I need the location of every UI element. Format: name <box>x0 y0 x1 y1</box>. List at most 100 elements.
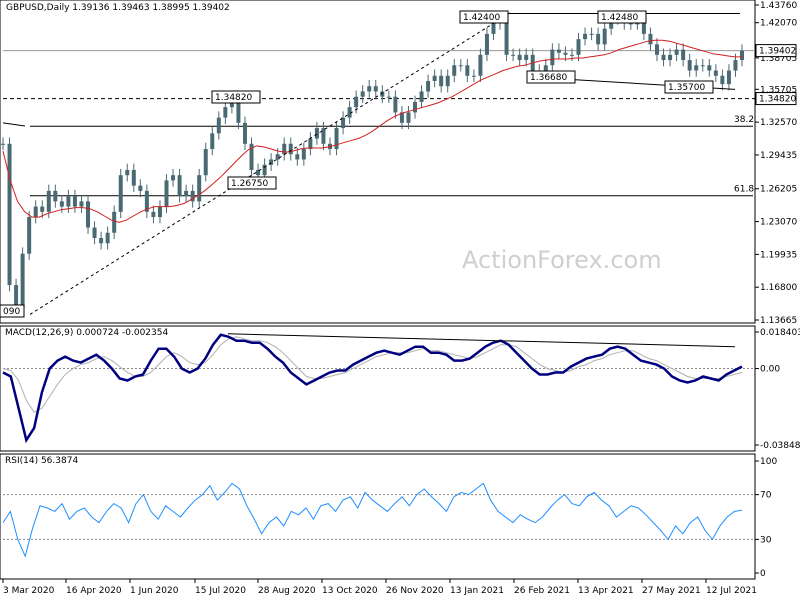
candle-body <box>308 138 313 150</box>
candle-body <box>602 28 607 45</box>
macd-panel-frame <box>0 325 756 452</box>
x-tick-label: 26 Feb 2021 <box>514 586 570 596</box>
price-tick-label: 1.32570 <box>760 118 797 128</box>
grid-layer <box>3 50 755 540</box>
candle-body <box>79 201 84 207</box>
level-label-box <box>755 92 797 106</box>
candle-body <box>563 52 568 55</box>
candle-body <box>726 70 731 85</box>
price-tick-label: 1.38705 <box>760 54 797 64</box>
candle-body <box>66 196 71 207</box>
candle-body <box>282 143 287 155</box>
candle-body <box>687 60 692 71</box>
candle-body <box>399 112 404 123</box>
candle-body <box>190 190 195 202</box>
rsi-panel-frame <box>0 453 756 580</box>
x-tick-label: 13 Oct 2020 <box>322 586 378 596</box>
candle-body <box>59 201 64 207</box>
candle-body <box>197 175 202 202</box>
macd-title: MACD(12,26,9) 0.000724 -0.002354 <box>5 328 168 338</box>
candle-body <box>413 101 418 113</box>
annotation-label: 1.42480 <box>601 13 638 23</box>
candle-body <box>569 54 574 56</box>
rising-channel-line <box>29 12 511 315</box>
x-tick-label: 16 Apr 2020 <box>66 586 122 596</box>
candle-body <box>118 175 123 212</box>
rsi-tick-label: 0 <box>760 569 766 579</box>
price-tick-label: 1.13665 <box>760 316 797 326</box>
candle-body <box>484 33 489 55</box>
candle-body <box>262 164 267 176</box>
candle-body <box>33 206 38 218</box>
watermark: ActionForex.com <box>462 246 662 274</box>
rsi-title: RSI(14) 56.3874 <box>5 456 78 466</box>
candle-body <box>550 49 555 66</box>
x-tick-label: 15 Jul 2020 <box>195 586 246 596</box>
candle-body <box>367 86 372 92</box>
candle-body <box>661 54 666 61</box>
annotation-label: 1.26750 <box>231 179 268 189</box>
macd-trendline <box>227 333 736 348</box>
level-label: 1.34820 <box>759 95 796 105</box>
macd-tick-label: -0.038483 <box>760 441 800 451</box>
candle-body <box>46 190 51 212</box>
x-tick-label: 12 Jul 2021 <box>706 586 757 596</box>
candle-body <box>576 39 581 55</box>
annotation-layer: 38.2 61.8 1.42400 1.42480 1.34820 1.36680 1.35… <box>0 10 754 348</box>
candle-body <box>707 65 712 71</box>
annotation-label: 1.36680 <box>530 73 567 83</box>
candle-body <box>131 169 136 186</box>
candle-body <box>20 253 25 309</box>
x-tick-label: 26 Nov 2020 <box>386 586 444 596</box>
rsi-line <box>2 482 743 558</box>
candle-body <box>596 33 601 45</box>
candle-body <box>445 75 450 87</box>
price-tick-label: 1.43760 <box>760 1 797 11</box>
candle-body <box>458 65 463 67</box>
price-tick-label: 1.23070 <box>760 218 797 228</box>
fib-label: 38.2 <box>734 115 754 125</box>
candle-body <box>478 54 483 76</box>
candle-body <box>341 117 346 129</box>
candle-body <box>99 237 104 244</box>
candle-body <box>373 86 378 92</box>
candle-body <box>668 54 673 61</box>
x-tick-label: 1 Jun 2020 <box>130 586 179 596</box>
candle-body <box>419 91 424 102</box>
candle-body <box>138 185 143 191</box>
price-tick-label: 1.42070 <box>760 19 797 29</box>
macd-signal-line <box>2 336 743 413</box>
annotation-label: 1.34820 <box>215 93 252 103</box>
candle-body <box>393 96 398 113</box>
x-tick-label: 13 Apr 2021 <box>578 586 634 596</box>
candle-body <box>14 285 19 309</box>
annotation-box <box>459 10 509 24</box>
x-tick-label: 28 Aug 2020 <box>258 586 316 596</box>
candle-body <box>713 70 718 76</box>
candle-body <box>184 190 189 197</box>
candle-body <box>452 65 457 76</box>
annotation-box <box>526 70 576 84</box>
candle-body <box>236 96 241 123</box>
chart-header: GBPUSD,Daily 1.39136 1.39463 1.38995 1.3… <box>6 3 230 13</box>
price-tick-label: 1.26205 <box>760 185 797 195</box>
candle-body <box>242 122 247 144</box>
rsi-layer <box>2 482 743 558</box>
candle-body <box>203 149 208 176</box>
rsi-tick-label: 70 <box>760 491 772 501</box>
x-tick-label: 27 May 2021 <box>642 586 701 596</box>
price-tick-label: 1.35705 <box>760 85 797 95</box>
rsi-tick-label: 30 <box>760 535 772 545</box>
candle-body <box>164 180 169 207</box>
candle-body <box>256 169 261 176</box>
candle-body <box>125 169 130 176</box>
candle-body <box>733 60 738 71</box>
candle-body <box>628 23 633 25</box>
candle-body <box>151 211 156 218</box>
candle-body <box>360 91 365 97</box>
candle-body <box>491 23 496 34</box>
annotation-box <box>664 80 714 94</box>
